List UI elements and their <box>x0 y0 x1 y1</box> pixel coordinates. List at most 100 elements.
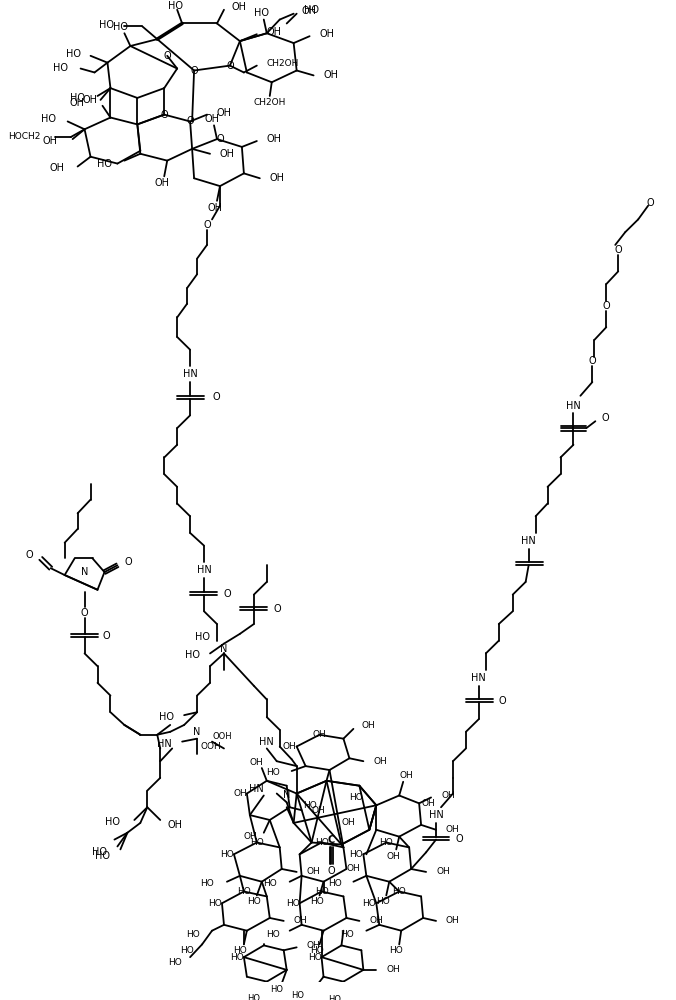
Text: O: O <box>224 589 232 599</box>
Text: HN: HN <box>429 810 443 820</box>
Text: OH: OH <box>217 108 232 118</box>
Text: N: N <box>193 727 201 737</box>
Text: O: O <box>187 116 194 126</box>
Text: OH: OH <box>270 173 285 183</box>
Text: OH: OH <box>232 2 247 12</box>
Text: HO: HO <box>113 22 128 32</box>
Text: N: N <box>81 567 89 577</box>
Text: HO: HO <box>254 8 269 18</box>
Text: HN: HN <box>471 673 486 683</box>
Text: HO: HO <box>304 5 318 15</box>
Text: O: O <box>25 550 33 560</box>
Text: HO: HO <box>314 887 329 896</box>
Text: HO: HO <box>233 946 247 955</box>
Text: HO: HO <box>195 632 210 642</box>
Text: OH: OH <box>373 757 387 766</box>
Text: HO: HO <box>159 712 174 722</box>
Text: HO: HO <box>314 838 329 847</box>
Text: HO: HO <box>237 887 251 896</box>
Text: O: O <box>160 110 168 120</box>
Text: HO: HO <box>53 63 68 73</box>
Text: HO: HO <box>187 930 200 939</box>
Text: HN: HN <box>566 401 581 411</box>
Text: HO: HO <box>266 768 280 777</box>
Text: O: O <box>274 604 281 614</box>
Text: HO: HO <box>208 899 222 908</box>
Text: HO: HO <box>180 946 194 955</box>
Text: HOCH2: HOCH2 <box>8 132 41 141</box>
Text: OH: OH <box>346 864 360 873</box>
Text: CH2OH: CH2OH <box>254 98 286 107</box>
Text: O: O <box>646 198 654 208</box>
Text: HO: HO <box>99 20 114 30</box>
Text: OH: OH <box>446 916 460 925</box>
Text: HO: HO <box>308 953 322 962</box>
Text: O: O <box>203 220 211 230</box>
Text: HO: HO <box>97 159 112 169</box>
Text: OH: OH <box>301 6 316 16</box>
Text: OH: OH <box>369 916 383 925</box>
Text: HO: HO <box>66 49 80 59</box>
Text: HO: HO <box>70 93 84 103</box>
Text: OH: OH <box>267 134 282 144</box>
Text: OH: OH <box>312 806 325 815</box>
Text: O: O <box>212 392 220 402</box>
Text: OH: OH <box>205 114 220 124</box>
Text: OH: OH <box>43 136 57 146</box>
Text: HO: HO <box>168 958 182 967</box>
Text: O: O <box>456 834 464 844</box>
Text: HN: HN <box>158 739 172 749</box>
Text: HN: HN <box>521 536 536 546</box>
Text: HO: HO <box>291 991 305 1000</box>
Text: HO: HO <box>200 879 214 888</box>
Text: OH: OH <box>341 818 355 827</box>
Text: HO: HO <box>286 899 299 908</box>
Text: HO: HO <box>328 995 341 1000</box>
Text: O: O <box>216 134 224 144</box>
Text: HO: HO <box>349 850 364 859</box>
Text: HO: HO <box>220 850 234 859</box>
Text: HN: HN <box>197 565 212 575</box>
Text: O: O <box>499 696 506 706</box>
Text: HN: HN <box>183 369 197 379</box>
Text: OH: OH <box>167 820 183 830</box>
Text: HO: HO <box>349 793 363 802</box>
Text: OH: OH <box>283 742 297 751</box>
Text: OOH: OOH <box>212 732 232 741</box>
Text: OH: OH <box>362 721 375 730</box>
Text: O: O <box>226 61 234 71</box>
Text: HO: HO <box>93 847 107 857</box>
Text: HO: HO <box>310 946 323 955</box>
Text: OH: OH <box>49 163 65 173</box>
Text: HO: HO <box>247 994 260 1000</box>
Text: HO: HO <box>379 838 393 847</box>
Text: HO: HO <box>270 985 283 994</box>
Text: O: O <box>602 413 609 423</box>
Text: O: O <box>602 301 610 311</box>
Text: HO: HO <box>95 851 110 861</box>
Text: OH: OH <box>307 867 320 876</box>
Text: OH: OH <box>208 203 222 213</box>
Text: HO: HO <box>250 838 264 847</box>
Text: HO: HO <box>392 887 406 896</box>
Text: N: N <box>220 644 228 654</box>
Text: O: O <box>589 356 596 366</box>
Text: OH: OH <box>400 771 413 780</box>
Text: OH: OH <box>220 149 235 159</box>
Text: HN: HN <box>260 737 274 747</box>
Text: OH: OH <box>313 730 327 739</box>
Text: OH: OH <box>307 941 320 950</box>
Text: HO: HO <box>230 953 244 962</box>
Text: OH: OH <box>155 178 170 188</box>
Text: HO: HO <box>310 897 323 906</box>
Text: O: O <box>614 245 622 255</box>
Text: O: O <box>164 51 171 61</box>
Text: HO: HO <box>389 946 403 955</box>
Text: OH: OH <box>436 867 450 876</box>
Text: HO: HO <box>362 899 377 908</box>
Text: HO: HO <box>266 930 280 939</box>
Text: OH: OH <box>250 758 264 767</box>
Text: C: C <box>328 835 335 845</box>
Text: HO: HO <box>41 114 55 124</box>
Text: OH: OH <box>243 832 257 841</box>
